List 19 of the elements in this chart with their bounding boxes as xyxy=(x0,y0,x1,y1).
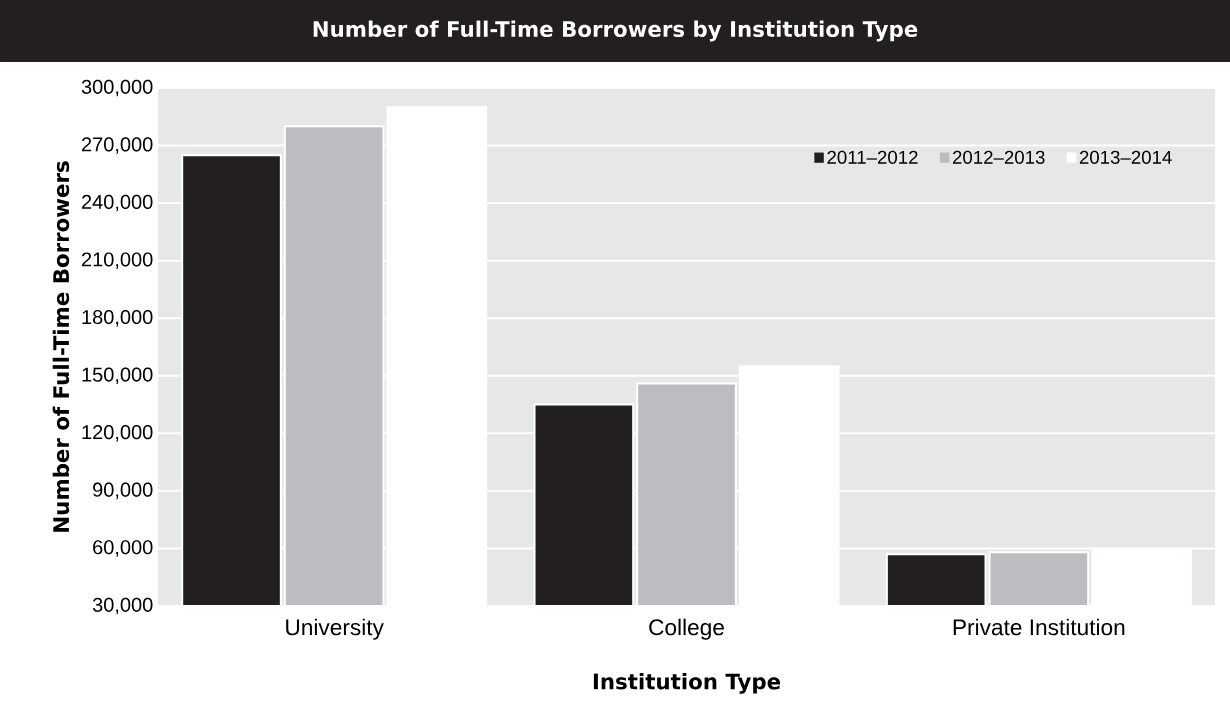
legend-label: 2012–2013 xyxy=(952,150,1045,164)
y-tick-label: 270,000 xyxy=(82,137,153,154)
y-axis-title: Number of Full-Time Borrowers xyxy=(52,161,70,532)
y-tick-label: 30,000 xyxy=(92,597,153,615)
y-tick-label: 60,000 xyxy=(93,540,153,557)
y-tick-label: 90,000 xyxy=(93,482,153,500)
x-tick-label: Private Institution xyxy=(953,618,1125,636)
x-axis-title: Institution Type xyxy=(593,672,781,694)
y-tick-label: 240,000 xyxy=(82,194,153,212)
legend-label: 2011–2012 xyxy=(827,150,918,164)
x-tick-label: University xyxy=(286,618,384,640)
y-tick-label: 210,000 xyxy=(82,252,153,269)
x-tick-label: College xyxy=(649,618,724,640)
y-tick-label: 120,000 xyxy=(82,425,153,442)
y-tick-label: 300,000 xyxy=(81,79,153,97)
y-tick-label: 150,000 xyxy=(82,367,153,385)
legend-label: 2013–2014 xyxy=(1079,150,1172,164)
chart-title: Number of Full-Time Borrowers by Institution Type xyxy=(313,20,918,42)
y-tick-label: 180,000 xyxy=(82,309,153,327)
